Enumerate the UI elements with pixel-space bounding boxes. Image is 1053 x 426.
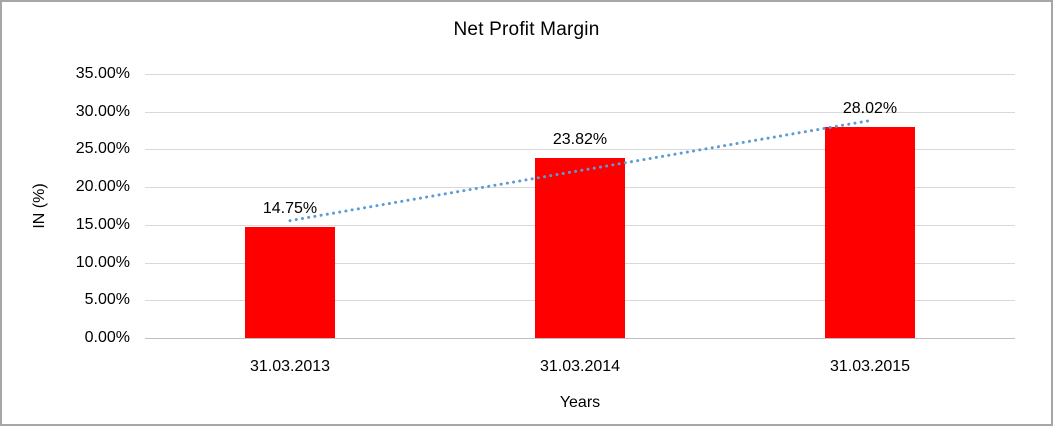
y-tick-label: 25.00% — [75, 140, 130, 158]
bar-value-label: 14.75% — [262, 199, 318, 217]
y-tick-label: 15.00% — [75, 215, 130, 233]
y-tick-label: 30.00% — [75, 102, 130, 120]
bar-value-label: 28.02% — [842, 99, 898, 117]
x-axis-title: Years — [559, 394, 601, 411]
gridline — [145, 111, 1015, 113]
bar — [245, 226, 335, 338]
y-tick-label: 20.00% — [75, 178, 130, 196]
chart-title: Net Profit Margin — [453, 19, 600, 40]
x-tick-label: 31.03.2013 — [249, 358, 331, 375]
plot-area: 14.75% 23.82% 28.02% — [145, 74, 1015, 339]
y-tick-label: 5.00% — [84, 291, 130, 309]
y-tick-label: 0.00% — [84, 329, 130, 346]
bar — [535, 158, 625, 338]
bar-value-label: 23.82% — [552, 131, 608, 149]
x-axis-line — [145, 338, 1015, 339]
bar — [825, 126, 915, 338]
y-tick-label: 35.00% — [75, 65, 130, 82]
x-tick-label: 31.03.2014 — [539, 358, 621, 375]
x-tick-label: 31.03.2015 — [829, 358, 911, 375]
gridline — [145, 74, 1015, 75]
y-tick-label: 10.00% — [75, 253, 130, 271]
